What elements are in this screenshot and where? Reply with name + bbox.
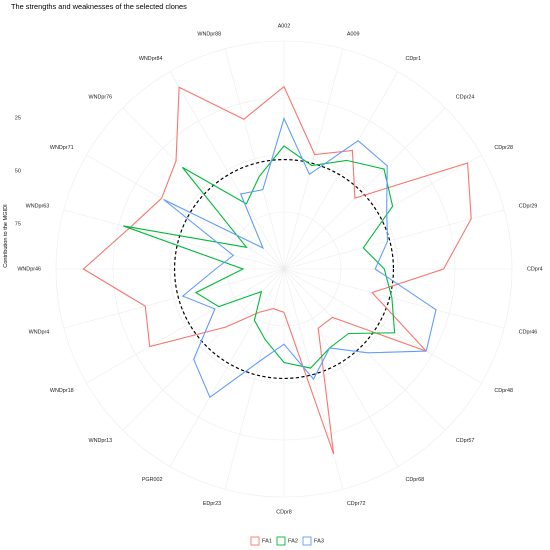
category-label: WNDpr46 [17,266,41,272]
grid-spoke-6 [283,209,505,270]
grid-spoke-20 [63,209,285,270]
category-label: CDpr72 [347,501,366,507]
series-polygons [82,85,472,455]
grid-spoke-11 [283,268,399,467]
legend: FA1 FA2 FA3 [250,536,324,546]
category-label: WNDpr18 [50,388,74,394]
category-label: EDpr23 [203,501,221,507]
grid-spoke-4 [283,107,446,270]
category-label: CDpr57 [456,438,475,444]
reference-circle-line [173,158,395,380]
legend-label-fa2: FA2 [288,538,298,544]
category-label: CDpr29 [519,204,538,210]
category-label: WNDpr4 [29,329,50,335]
category-label: PGR002 [142,477,163,483]
grid-spoke-16 [122,268,285,431]
legend-key-fa1 [250,536,260,546]
category-label: CDpr68 [406,477,425,483]
radial-tick-labels: 25 50 75 [15,115,21,227]
reference-circle [173,158,395,380]
grid-spoke-5 [283,154,482,270]
grid-spoke-14 [224,268,285,490]
grid-spoke-2 [283,48,344,270]
grid-spoke-9 [283,268,482,384]
category-label: CDpr8 [276,509,292,515]
category-label: CDpr24 [456,95,475,101]
legend-label-fa3: FA3 [314,538,324,544]
category-label: WNDpr13 [89,438,113,444]
category-label: CDpr46 [519,329,538,335]
grid-spoke-10 [283,268,446,431]
category-label: CDpr1 [406,56,422,62]
grid-spoke-15 [169,268,285,467]
chart-title: The strengths and weaknesses of the sele… [11,2,187,11]
category-label: CDpr4 [527,266,543,272]
category-label: A002 [278,23,291,29]
category-label: CDpr28 [494,145,513,151]
category-label: WNDpr76 [89,95,113,101]
grid-spoke-22 [122,107,285,270]
grid-spoke-18 [63,268,285,329]
grid-spoke-21 [86,154,285,270]
category-label: WNDpr84 [139,56,163,62]
radial-tick-label: 75 [15,221,21,227]
radial-tick-label: 50 [15,168,21,174]
category-label: WNDpr88 [197,32,221,38]
grid-spoke-17 [86,268,285,384]
legend-label-fa1: FA1 [262,538,272,544]
series-fa1 [82,85,472,455]
grid-spoke-24 [224,48,285,270]
grid-spoke-3 [283,71,399,270]
series-fa3 [163,116,437,399]
category-label: WNDpr71 [50,145,74,151]
series-fa2 [123,145,396,369]
grid-spoke-23 [169,71,285,270]
grid-spoke-8 [283,268,505,329]
category-label: CDpr48 [494,388,513,394]
radial-tick-label: 25 [15,115,21,121]
category-labels: A002 A009 CDpr1 CDpr24 CDpr28 CDpr29 CDpr4 CDpr… [17,23,542,515]
category-label: A009 [347,32,360,38]
legend-key-fa3 [302,536,312,546]
legend-key-fa2 [276,536,286,546]
category-label: WNDpr63 [26,204,50,210]
